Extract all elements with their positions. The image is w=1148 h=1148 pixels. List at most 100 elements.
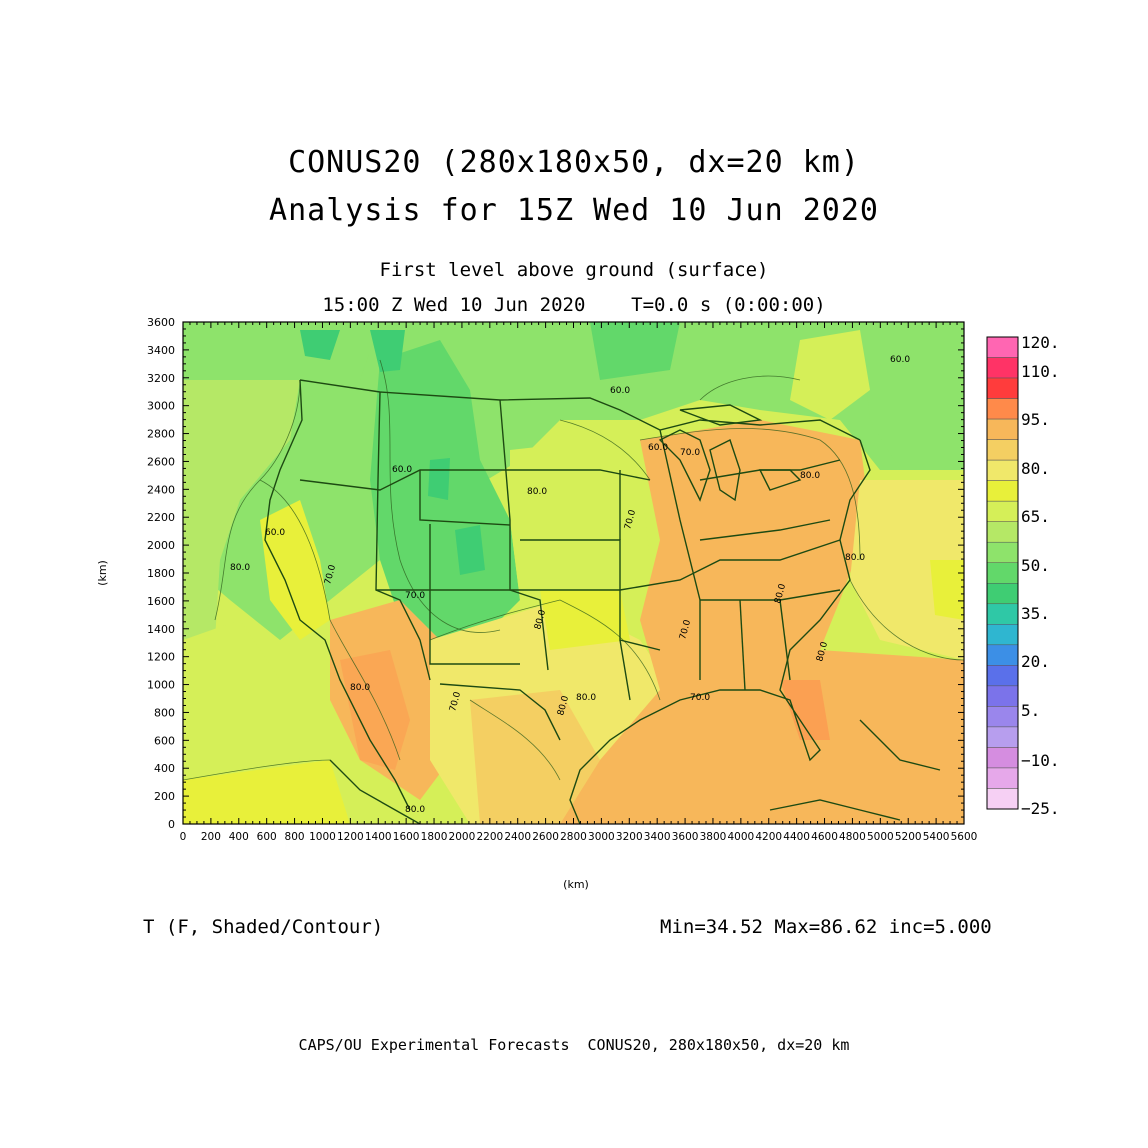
contour-label: 80.0 (576, 693, 596, 703)
contour-label: 80.0 (527, 487, 547, 497)
contour-label: 70.0 (690, 693, 710, 703)
y-tick-label: 400 (154, 762, 175, 775)
colorbar-swatch (986, 583, 1019, 605)
colorbar-swatch (986, 767, 1019, 789)
y-tick-label: 2600 (147, 455, 175, 468)
colorbar-swatch (986, 500, 1019, 522)
contour-label: 60.0 (648, 443, 668, 453)
x-tick-label: 2200 (476, 831, 503, 843)
colorbar-label: 95. (1021, 410, 1050, 429)
colorbar-label: 110. (1021, 362, 1060, 381)
x-tick-label: 2000 (449, 831, 476, 843)
contour-label: 80.0 (845, 553, 865, 563)
x-tick-label: 5400 (923, 831, 950, 843)
y-tick-label: 1400 (147, 623, 175, 636)
x-tick-label: 400 (229, 831, 249, 843)
x-tick-label: 4200 (755, 831, 782, 843)
contour-label: 60.0 (392, 465, 412, 475)
subtitle-time: 15:00 Z Wed 10 Jun 2020 T=0.0 s (0:00:00… (322, 294, 826, 316)
colorbar-frame (986, 336, 1019, 810)
colorbar-swatch (986, 541, 1019, 563)
y-tick-label: 3000 (147, 400, 175, 413)
contour-label: 60.0 (610, 386, 630, 396)
colorbar-swatch (986, 603, 1019, 625)
y-tick-label: 2400 (147, 483, 175, 496)
field-stats: Min=34.52 Max=86.62 inc=5.000 (660, 916, 992, 938)
y-tick-label: 1600 (147, 595, 175, 608)
y-tick-label: 200 (154, 790, 175, 803)
contour-label: 80.0 (230, 563, 250, 573)
subtitle-level: First level above ground (surface) (379, 259, 769, 281)
title-line-1: CONUS20 (280x180x50, dx=20 km) (288, 145, 860, 180)
x-tick-label: 4400 (783, 831, 810, 843)
colorbar: 120. 110. 95. 80. 65. 50. 35. 20. 5. −10. −25. (986, 333, 1060, 818)
contour-label: 60.0 (890, 355, 910, 365)
colorbar-label: 120. (1021, 333, 1060, 352)
colorbar-label: 50. (1021, 556, 1050, 575)
colorbar-swatch (986, 644, 1019, 666)
x-tick-label: 1000 (309, 831, 336, 843)
colorbar-swatch (986, 521, 1019, 543)
colorbar-swatch (986, 624, 1019, 646)
colorbar-label: −10. (1021, 751, 1060, 770)
x-tick-label: 4800 (839, 831, 866, 843)
x-tick-label: 5000 (867, 831, 894, 843)
y-tick-label: 3600 (147, 316, 175, 329)
x-tick-label: 4000 (727, 831, 754, 843)
y-tick-label: 2000 (147, 539, 175, 552)
x-tick-label: 3400 (644, 831, 671, 843)
colorbar-swatch (986, 788, 1019, 810)
colorbar-label: 35. (1021, 604, 1050, 623)
colorbar-label: 65. (1021, 507, 1050, 526)
x-tick-label: 2400 (504, 831, 531, 843)
contour-label: 80.0 (800, 471, 820, 481)
colorbar-swatch (986, 562, 1019, 584)
x-tick-label: 600 (257, 831, 277, 843)
colorbar-swatch (986, 398, 1019, 420)
x-tick-label: 1600 (393, 831, 420, 843)
y-tick-label: 800 (154, 706, 175, 719)
y-tick-label: 3200 (147, 372, 175, 385)
x-tick-label: 5200 (895, 831, 922, 843)
contour-label: 80.0 (350, 683, 370, 693)
colorbar-swatch (986, 418, 1019, 440)
colorbar-swatch (986, 377, 1019, 399)
x-tick-label: 1400 (365, 831, 392, 843)
x-tick-label: 3000 (588, 831, 615, 843)
contour-label: 70.0 (680, 448, 700, 458)
x-tick-label: 1800 (421, 831, 448, 843)
y-tick-label: 1200 (147, 651, 175, 664)
colorbar-swatch (986, 685, 1019, 707)
colorbar-swatch (986, 357, 1019, 379)
y-tick-label: 600 (154, 734, 175, 747)
colorbar-swatch (986, 439, 1019, 461)
x-tick-label: 0 (180, 831, 187, 843)
x-tick-label: 3800 (700, 831, 727, 843)
colorbar-label: −25. (1021, 799, 1060, 818)
x-axis-label: (km) (563, 878, 589, 891)
contour-label: 70.0 (405, 591, 425, 601)
colorbar-label: 80. (1021, 459, 1050, 478)
contour-label: 80.0 (405, 805, 425, 815)
y-tick-label: 1800 (147, 567, 175, 580)
x-tick-label: 200 (201, 831, 221, 843)
temperature-field (183, 322, 964, 824)
x-tick-label: 5600 (951, 831, 978, 843)
colorbar-swatch (986, 706, 1019, 728)
title-line-2: Analysis for 15Z Wed 10 Jun 2020 (269, 193, 879, 228)
x-tick-label: 1200 (337, 831, 364, 843)
colorbar-swatch (986, 336, 1019, 358)
x-tick-label: 3200 (616, 831, 643, 843)
colorbar-swatch (986, 459, 1019, 481)
colorbar-label: 20. (1021, 652, 1050, 671)
y-tick-label: 1000 (147, 679, 175, 692)
colorbar-swatch (986, 480, 1019, 502)
contour-label: 60.0 (265, 528, 285, 538)
y-axis-label: (km) (96, 560, 109, 586)
x-tick-label: 2800 (560, 831, 587, 843)
colorbar-swatch (986, 747, 1019, 769)
colorbar-label: 5. (1021, 701, 1040, 720)
y-tick-label: 2200 (147, 511, 175, 524)
field-description: T (F, Shaded/Contour) (143, 916, 384, 938)
